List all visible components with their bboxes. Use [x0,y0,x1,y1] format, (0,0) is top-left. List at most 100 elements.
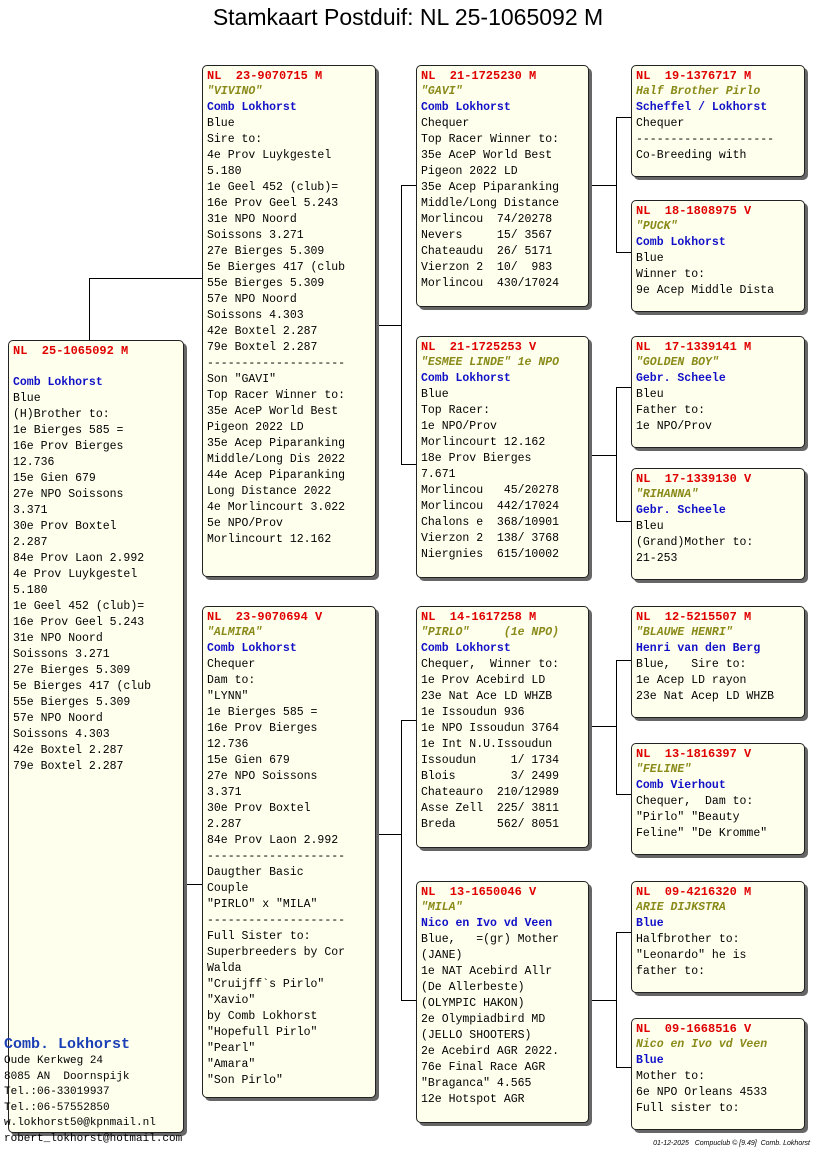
info-line: Top Racer Winner to: [421,133,560,146]
pigeon-name: "FELINE" [636,763,692,776]
card-sss[interactable]: NL 19-1376717 M Half Brother Pirlo Scheffe… [631,65,805,177]
connector-line [89,278,204,279]
card-dam-sire[interactable]: NL 14-1617258 M "PIRLO" (1e NPO) Comb Lokh… [416,606,589,848]
info-line: Sire to: [207,133,263,146]
pigeon-name: "GOLDEN BOY" [636,356,719,369]
pigeon-name: "PUCK" [636,220,678,233]
ring-number: NL 14-1617258 M [421,610,537,624]
connector-line [616,932,617,1068]
info-line: 57e NPO Noord [207,293,297,306]
info-line: Middle/Long Dis 2022 [207,453,346,466]
info-line: Dam to: [207,674,256,687]
info-line: Soissons 4.303 [207,309,304,322]
info-line: 1e Acep LD rayon [636,674,747,687]
info-line: Asse Zell 225/ 3811 [421,802,560,815]
info-line: 15e Gien 679 [207,754,290,767]
ring-number: NL 17-1339130 V [636,472,752,486]
info-line: 35e AceP World Best [421,149,553,162]
info-line: Full sister to: [636,1102,740,1115]
card-subject[interactable]: NL 25-1065092 M Comb Lokhorst Blue (H)Broth… [8,340,184,1133]
breeder-name: Comb Lokhorst [421,642,511,655]
card-dam-dam[interactable]: NL 13-1650046 V "MILA" Nico en Ivo vd Veen… [416,881,589,1123]
info-line: Co-Breeding with [636,149,747,162]
breeder-name: Comb Lokhorst [421,372,511,385]
info-line: 35e Acep Piparanking [421,181,560,194]
info-line: by Comb Lokhorst [207,1010,318,1023]
info-line: Soissons 3.271 [13,648,110,661]
info-line: 1e Bierges 585 = [207,706,318,719]
card-sdd[interactable]: NL 17-1339130 V "RIHANNA" Gebr. Scheele Ble… [631,468,805,580]
info-line: 1e Int N.U.Issoudun [421,738,553,751]
info-line: 4e Morlincourt 3.022 [207,501,346,514]
footer-credit: 01-12-2025 Compuclub © [9.49] Comb. Lokh… [653,1140,810,1147]
ring-number: NL 13-1650046 V [421,885,537,899]
card-dsd[interactable]: NL 13-1816397 V "FELINE" Comb Vierhout Cheq… [631,743,805,855]
ring-number: NL 23-9070715 M [207,69,323,83]
connector-line [616,521,632,522]
info-line: Chateauro 210/12989 [421,786,560,799]
info-line: "Son Pirlo" [207,1074,283,1087]
card-sire[interactable]: NL 23-9070715 M "VIVINO" Comb Lokhorst Blue… [202,65,376,577]
info-line: "Braganca" 4.565 [421,1077,532,1090]
owner-block: Comb. Lokhorst Oude Kerkweg 24 8085 AN D… [4,1036,182,1147]
info-line: 12.736 [207,738,249,751]
connector-line [401,185,417,186]
info-line: 1e Issoudun 936 [421,706,525,719]
connector-line [89,278,90,340]
owner-name: Comb. Lokhorst [4,1036,131,1053]
info-line: 3.371 [13,504,48,517]
breeder-name: Blue [636,917,664,930]
ring-number: NL 13-1816397 V [636,747,752,761]
card-ssd[interactable]: NL 18-1808975 V "PUCK" Comb Lokhorst Blue Wi… [631,200,805,312]
owner-email-1[interactable]: w.lokhorst50@kpnmail.nl [4,1117,156,1129]
card-sire-dam[interactable]: NL 21-1725253 V "ESMEE LINDE" 1e NPO Comb … [416,336,589,578]
ring-number: NL 09-4216320 M [636,885,752,899]
ring-number: NL 21-1725230 M [421,69,537,83]
breeder-name: Henri van den Berg [636,642,761,655]
info-line: (Grand)Mother to: [636,536,754,549]
card-dds[interactable]: NL 09-4216320 M ARIE DIJKSTRA Blue Halfbrot… [631,881,805,993]
info-line: Chequer, Winner to: [421,658,560,671]
info-line: 79e Boxtel 2.287 [13,760,124,773]
breeder-name: Comb Lokhorst [207,101,297,114]
pigeon-name: Nico en Ivo vd Veen [636,1038,768,1051]
card-sds[interactable]: NL 17-1339141 M "GOLDEN BOY" Gebr. Scheele… [631,336,805,448]
info-line: 5.180 [207,165,242,178]
info-line: 27e NPO Soissons [207,770,318,783]
info-line: 30e Prov Boxtel [207,802,311,815]
info-line: 2e Acebird AGR 2022. [421,1045,560,1058]
info-line: Blue [13,392,41,405]
pigeon-name: "RIHANNA" [636,488,699,501]
breeder-name: Comb Lokhorst [421,101,511,114]
info-line: Chequer, Dam to: [636,795,754,808]
pigeon-name: Half Brother Pirlo [636,85,761,98]
card-sire-sire[interactable]: NL 21-1725230 M "GAVI" Comb Lokhorst Cheque… [416,65,589,307]
pigeon-name: "ALMIRA" [207,626,263,639]
connector-line [616,660,617,795]
info-line: 57e NPO Noord [13,712,103,725]
connector-line [616,660,632,661]
breeder-name: Comb Vierhout [636,779,726,792]
info-line: Morlincou 74/20278 [421,213,553,226]
connector-line [376,325,402,326]
card-ddd[interactable]: NL 09-1668516 V Nico en Ivo vd Veen Blue Mo… [631,1018,805,1130]
card-dss[interactable]: NL 12-5215507 M "BLAUWE HENRI" Henri van d… [631,606,805,718]
info-line: Pigeon 2022 LD [207,421,304,434]
info-line: father to: [636,965,706,978]
info-line: Niergnies 615/10002 [421,548,560,561]
info-line: 21-253 [636,552,678,565]
info-line: Middle/Long Distance [421,197,560,210]
breeder-name: Comb Lokhorst [13,376,103,389]
info-line: 1e NPO Issoudun 3764 [421,722,560,735]
info-line: 42e Boxtel 2.287 [207,325,318,338]
info-line: 2e Olympiadbird MD [421,1013,546,1026]
info-line: Feline" "De Kromme" [636,827,768,840]
owner-email-2[interactable]: robert_lokhorst@hotmail.com [4,1132,183,1145]
card-dam[interactable]: NL 23-9070694 V "ALMIRA" Comb Lokhorst Cheq… [202,606,376,1098]
connector-line [589,455,617,456]
breeder-name: Gebr. Scheele [636,372,726,385]
info-line: Nevers 15/ 3567 [421,229,553,242]
info-line: 1e Prov Acebird LD [421,674,546,687]
owner-phone-1: Tel.:06-33019937 [4,1086,110,1098]
connector-line [616,387,632,388]
